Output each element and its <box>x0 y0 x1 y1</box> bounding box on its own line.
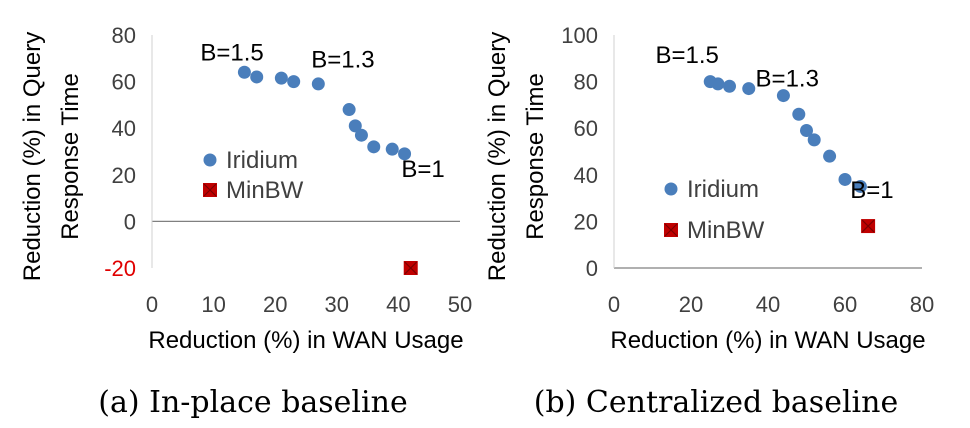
x-tick-label: 20 <box>263 292 287 317</box>
budget-annotation: B=1.5 <box>200 40 263 67</box>
minbw-point <box>861 219 876 234</box>
legend-label: Iridium <box>226 147 298 174</box>
y-tick-label: 40 <box>112 116 136 141</box>
budget-annotation: B=1.5 <box>655 42 718 69</box>
y-tick-label: 20 <box>574 209 598 234</box>
x-tick-label: 30 <box>325 292 349 317</box>
subfigure-caption: (a) In-place baseline <box>98 385 407 420</box>
legend-iridium-marker <box>203 153 217 167</box>
legend-minbw-marker <box>203 183 217 197</box>
y-tick-label: 0 <box>124 209 136 234</box>
budget-annotation: B=1.3 <box>756 65 819 92</box>
y-tick-label: 80 <box>112 23 136 48</box>
x-axis-title: Reduction (%) in WAN Usage <box>610 327 925 354</box>
y-tick-label: 20 <box>112 163 136 188</box>
iridium-point <box>807 133 821 147</box>
legend-minbw-marker <box>664 223 678 237</box>
y-tick-label: 60 <box>574 116 598 141</box>
iridium-point <box>367 140 381 154</box>
x-tick-label: 50 <box>448 292 472 317</box>
x-tick-label: 0 <box>146 292 158 317</box>
iridium-point <box>398 147 412 161</box>
iridium-point <box>776 89 790 103</box>
y-tick-label: -20 <box>104 256 136 281</box>
x-tick-label: 60 <box>833 292 857 317</box>
iridium-point <box>354 128 368 142</box>
y-axis-title-line2: Response Time <box>57 73 84 240</box>
iridium-point <box>853 179 867 193</box>
x-tick-label: 40 <box>756 292 780 317</box>
iridium-point <box>237 65 251 79</box>
legend-iridium-marker <box>664 182 678 196</box>
y-tick-label: 0 <box>586 256 598 281</box>
x-tick-label: 20 <box>679 292 703 317</box>
minbw-point <box>403 261 418 275</box>
legend-label: Iridium <box>687 176 759 203</box>
x-tick-label: 10 <box>201 292 225 317</box>
iridium-point <box>742 82 756 96</box>
iridium-point <box>792 107 806 121</box>
iridium-point <box>838 172 852 186</box>
y-tick-label: 100 <box>561 23 598 48</box>
chart-in-place: 80 60 40 20 0 -20 0 10 20 30 40 50 Reduction (%) in … <box>19 23 472 420</box>
y-axis-title-line1: Reduction (%) in Query <box>19 32 46 281</box>
legend-label: MinBW <box>687 217 765 244</box>
x-tick-label: 40 <box>386 292 410 317</box>
iridium-point <box>823 149 837 163</box>
budget-annotation: B=1 <box>401 156 444 183</box>
y-axis-title-line2: Response Time <box>522 73 549 240</box>
iridium-point <box>385 142 399 156</box>
budget-annotation: B=1 <box>850 177 893 204</box>
iridium-point <box>311 77 325 91</box>
y-tick-label: 80 <box>574 70 598 95</box>
y-tick-label: 40 <box>574 163 598 188</box>
chart-centralized: 100 80 60 40 20 00 20 40 60 80 Reduction (%) in WA… <box>484 23 934 420</box>
subfigure-caption: (b) Centralized baseline <box>534 385 898 420</box>
iridium-point <box>711 77 725 91</box>
x-tick-label: 80 <box>910 292 934 317</box>
iridium-point <box>250 70 264 84</box>
y-tick-label: 60 <box>112 70 136 95</box>
y-axis-title-line1: Reduction (%) in Query <box>484 32 511 281</box>
iridium-point <box>342 103 356 117</box>
iridium-point <box>800 124 813 138</box>
budget-annotation: B=1.3 <box>311 47 374 74</box>
iridium-point <box>723 79 736 93</box>
legend-label: MinBW <box>226 177 304 204</box>
iridium-point <box>274 71 288 85</box>
iridium-point <box>287 75 301 89</box>
iridium-point <box>348 119 362 133</box>
x-tick-label: 0 <box>608 292 620 317</box>
x-axis-title: Reduction (%) in WAN Usage <box>148 327 463 354</box>
